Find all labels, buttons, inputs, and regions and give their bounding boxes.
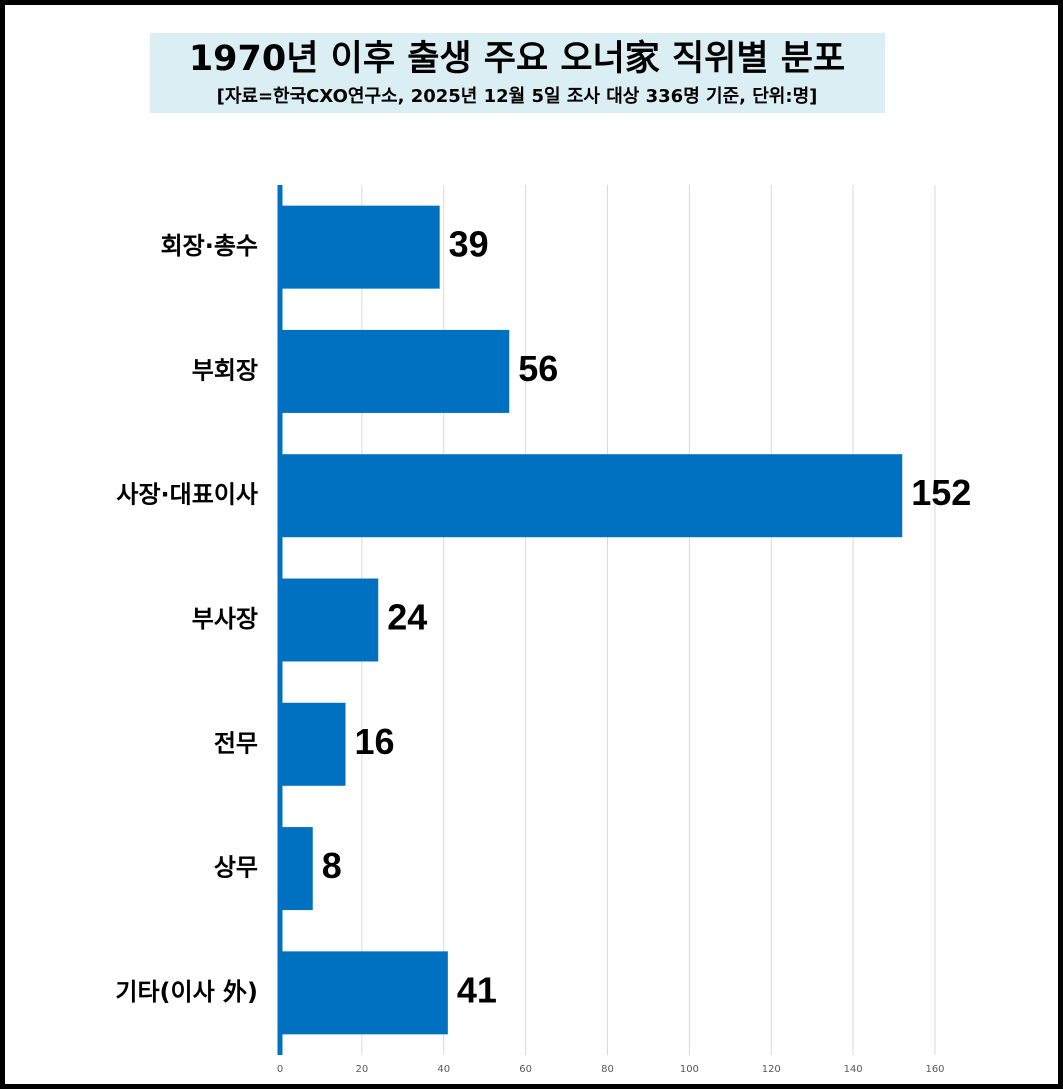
- chart-subtitle: [자료=한국CXO연구소, 2025년 12월 5일 조사 대상 336명 기준…: [217, 86, 818, 107]
- x-tick-label: 60: [519, 1064, 532, 1075]
- x-tick-label: 40: [437, 1064, 450, 1075]
- bar: [280, 702, 346, 786]
- y-tick-label: 사장·대표이사: [116, 481, 258, 509]
- x-tick-label: 160: [925, 1064, 944, 1075]
- bar: [280, 454, 903, 538]
- y-tick-label: 기타(이사 外): [115, 978, 258, 1006]
- y-tick-label: 상무: [214, 854, 258, 882]
- title-box: [150, 33, 885, 113]
- x-tick-label: 140: [844, 1064, 863, 1075]
- data-label: 41: [457, 969, 497, 1010]
- bar: [280, 205, 440, 289]
- data-label: 16: [355, 721, 395, 762]
- data-label: 24: [387, 597, 427, 638]
- chart-title: 1970년 이후 출생 주요 오너家 직위별 분포: [189, 39, 845, 79]
- x-tick-label: 120: [762, 1064, 781, 1075]
- data-label: 8: [322, 845, 342, 886]
- data-label: 39: [449, 224, 489, 265]
- bar: [280, 951, 448, 1035]
- y-tick-label: 부회장: [192, 356, 258, 384]
- data-label: 152: [911, 472, 971, 513]
- x-tick-label: 0: [277, 1064, 283, 1075]
- y-tick-label: 부사장: [192, 605, 258, 633]
- bar: [280, 329, 510, 413]
- x-tick-label: 20: [356, 1064, 369, 1075]
- y-tick-label: 전무: [214, 729, 258, 757]
- bar: [280, 578, 379, 662]
- x-tick-label: 80: [601, 1064, 614, 1075]
- bar: [280, 827, 313, 911]
- data-label: 56: [518, 348, 558, 389]
- x-tick-label: 100: [680, 1064, 699, 1075]
- y-tick-label: 회장·총수: [161, 232, 258, 260]
